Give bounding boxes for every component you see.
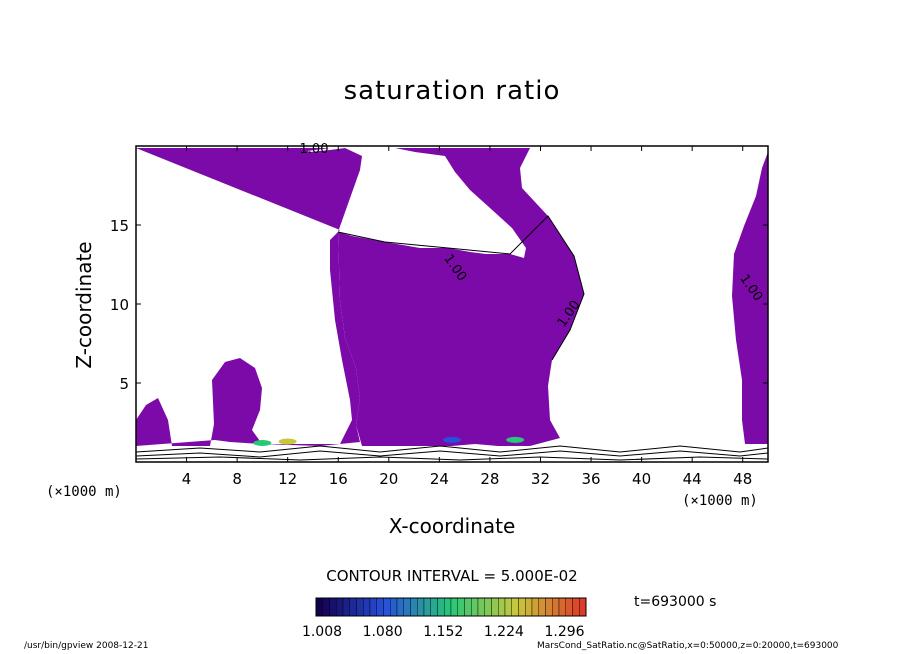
colorbar-swatch: [531, 597, 539, 617]
colorbar-swatch: [538, 597, 546, 617]
colorbar-swatch: [383, 597, 391, 617]
x-tick-label: 28: [480, 470, 499, 488]
colorbar-swatch: [430, 597, 438, 617]
colorbar-swatch: [410, 597, 418, 617]
colorbar-swatch: [322, 597, 330, 617]
colorbar-tick-label: 1.008: [302, 624, 342, 640]
peak-cell: [506, 436, 525, 443]
colorbar-swatch: [484, 597, 492, 617]
colorbar-swatch: [552, 597, 560, 617]
colorbar-swatch: [565, 597, 573, 617]
colorbar-swatch: [437, 597, 445, 617]
peak-cell: [278, 438, 297, 445]
time-label: t=693000 s: [634, 594, 717, 610]
x-axis-label: X-coordinate: [388, 514, 516, 538]
colorbar-swatch: [423, 597, 431, 617]
y-tick-label: 15: [110, 217, 129, 235]
colorbar-tick-label: 1.296: [544, 624, 584, 640]
colorbar-swatch: [349, 597, 357, 617]
x-tick-label: 40: [632, 470, 651, 488]
x-tick-label: 48: [733, 470, 752, 488]
colorbar-swatch: [477, 597, 485, 617]
x-tick-label: 12: [278, 470, 297, 488]
peak-cell: [253, 440, 272, 447]
colorbar-swatch: [464, 597, 472, 617]
colorbar-swatch: [396, 597, 404, 617]
colorbar-swatch: [342, 597, 350, 617]
x-tick-label: 36: [581, 470, 600, 488]
colorbar-swatch: [356, 597, 364, 617]
colorbar-swatch: [579, 597, 587, 617]
footer-source: MarsCond_SatRatio.nc@SatRatio,x=0:50000,…: [537, 641, 839, 651]
region-main-left: [136, 148, 362, 446]
colorbar-swatch: [390, 597, 398, 617]
colorbar-swatch: [315, 597, 323, 617]
x-unit-right: (×1000 m): [682, 493, 758, 509]
colorbar-swatch: [329, 597, 337, 617]
colorbar-tick-label: 1.152: [423, 624, 463, 640]
x-tick-label: 24: [430, 470, 449, 488]
x-unit-left: (×1000 m): [46, 484, 122, 500]
colorbar-swatch: [369, 597, 377, 617]
colorbar-swatch: [498, 597, 506, 617]
colorbar-swatch: [572, 597, 580, 617]
x-tick-label: 16: [329, 470, 348, 488]
x-tick-label: 20: [379, 470, 398, 488]
contour-interval-label: CONTOUR INTERVAL = 5.000E-02: [326, 567, 578, 585]
contour-label: 1.00: [300, 142, 329, 157]
colorbar-swatch: [518, 597, 526, 617]
colorbar-swatch: [450, 597, 458, 617]
colorbar-swatch: [545, 597, 553, 617]
peak-cell: [443, 436, 461, 443]
colorbar-swatch: [471, 597, 479, 617]
colorbar-swatch: [457, 597, 465, 617]
colorbar-swatch: [363, 597, 371, 617]
x-tick-label: 32: [531, 470, 550, 488]
colorbar-swatch: [336, 597, 344, 617]
x-tick-label: 4: [182, 470, 192, 488]
x-tick-label: 8: [232, 470, 242, 488]
colorbar: 1.008 1.080 1.152 1.224 1.296: [302, 597, 587, 640]
region-right-edge: [732, 152, 768, 444]
x-tick-label: 44: [683, 470, 702, 488]
contour-lines: [135, 215, 769, 461]
colorbar-swatch: [444, 597, 452, 617]
y-tick-label: 5: [119, 375, 129, 393]
colorbar-swatch: [376, 597, 384, 617]
colorbar-tick-label: 1.224: [484, 624, 524, 640]
colorbar-swatch: [511, 597, 519, 617]
colorbar-swatch: [558, 597, 566, 617]
y-tick-label: 10: [110, 296, 129, 314]
colorbar-frame: [315, 597, 587, 617]
region-main: [136, 148, 584, 446]
colorbar-tick-label: 1.080: [363, 624, 403, 640]
footer-command: /usr/bin/gpview 2008-12-21: [24, 641, 149, 651]
chart-title: saturation ratio: [343, 76, 561, 106]
colorbar-swatch: [491, 597, 499, 617]
colorbar-swatch: [417, 597, 425, 617]
colorbar-swatch: [504, 597, 512, 617]
colorbar-swatch: [525, 597, 533, 617]
colorbar-swatch: [403, 597, 411, 617]
